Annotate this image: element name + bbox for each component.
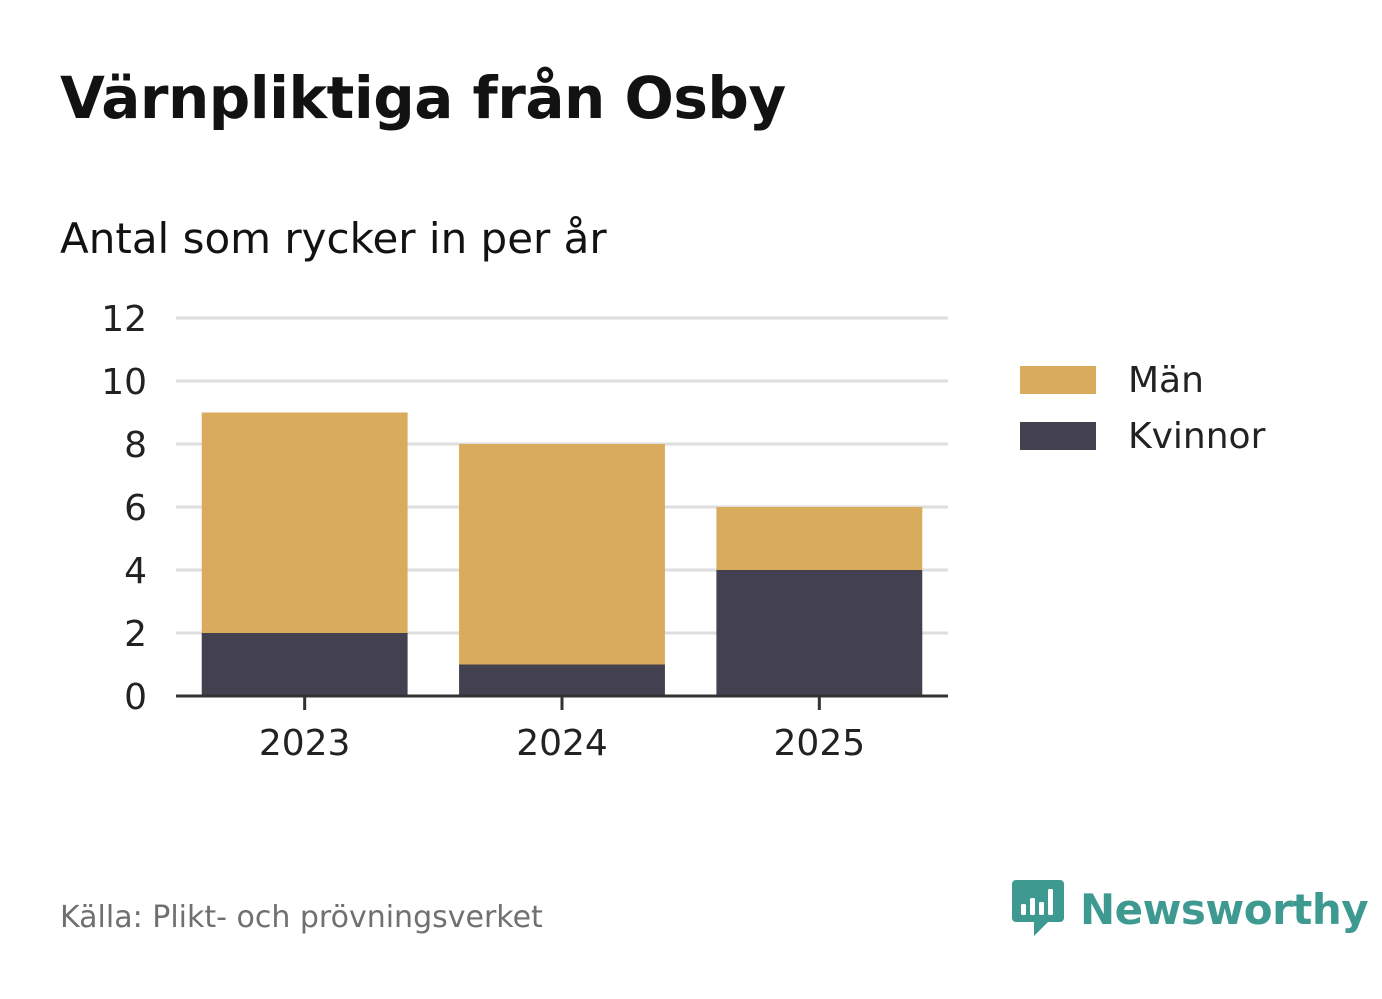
bar-kvinnor-2024 xyxy=(459,664,665,696)
legend-item-kvinnor: Kvinnor xyxy=(1020,408,1265,464)
bar-chart-speech-bubble-icon xyxy=(1012,880,1064,936)
legend-item-man: Män xyxy=(1020,352,1265,408)
legend-swatch-man xyxy=(1020,366,1096,394)
brand-name: Newsworthy xyxy=(1080,884,1369,934)
bar-kvinnor-2025 xyxy=(716,570,923,696)
bar-män-2024 xyxy=(459,444,665,665)
bar-män-2025 xyxy=(716,507,923,570)
y-tick-label: 12 xyxy=(101,299,147,340)
x-tick-label: 2024 xyxy=(516,723,608,764)
y-tick-label: 2 xyxy=(124,614,147,655)
y-tick-label: 4 xyxy=(124,551,147,592)
legend-swatch-kvinnor xyxy=(1020,422,1096,450)
y-tick-label: 6 xyxy=(124,488,147,529)
chart-legend: Män Kvinnor xyxy=(1020,352,1265,464)
y-tick-label: 10 xyxy=(101,362,147,403)
chart-subtitle: Antal som rycker in per år xyxy=(60,214,607,263)
bar-män-2023 xyxy=(201,412,408,633)
legend-label-kvinnor: Kvinnor xyxy=(1128,415,1266,457)
source-note: Källa: Plikt- och prövningsverket xyxy=(60,900,543,935)
newsworthy-logo: Newsworthy xyxy=(1010,878,1369,940)
y-tick-label: 0 xyxy=(124,677,147,718)
chart-title: Värnpliktiga från Osby xyxy=(60,64,786,132)
x-tick-label: 2025 xyxy=(774,723,866,764)
bar-kvinnor-2023 xyxy=(201,633,408,696)
x-tick-label: 2023 xyxy=(259,723,351,764)
legend-label-man: Män xyxy=(1128,359,1204,401)
y-tick-label: 8 xyxy=(124,425,147,466)
